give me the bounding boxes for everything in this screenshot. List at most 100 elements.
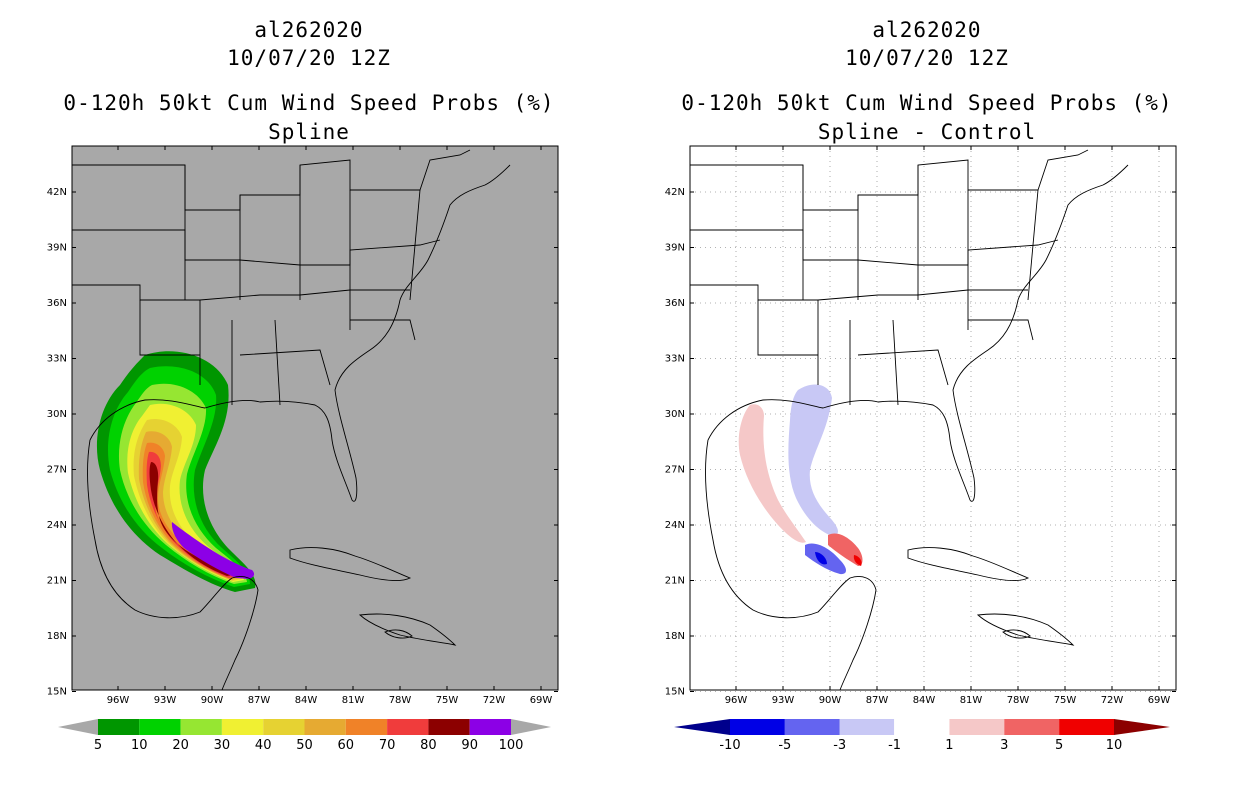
lon-label: 96W: [107, 695, 130, 706]
colorbar-label: 10: [131, 738, 148, 753]
colorbar-label: 5: [94, 738, 102, 753]
latitude-axis: 42N 39N 36N 33N 30N 27N 24N 21N 18N 15N: [47, 187, 558, 698]
negative-10-region: [815, 552, 827, 565]
lon-label: 84W: [913, 695, 936, 706]
lon-label: 90W: [819, 695, 842, 706]
lon-label: 72W: [1101, 695, 1124, 706]
lon-label: 69W: [530, 695, 553, 706]
lat-label: 15N: [665, 687, 685, 698]
colorbar-swatch: [469, 719, 511, 735]
colorbar-left-triangle: [674, 719, 730, 735]
lat-label: 33N: [665, 354, 685, 365]
difference-field: [738, 384, 863, 575]
colorbar-difference: -10 -5 -3 -1 1 3 5 10: [674, 718, 1170, 753]
colorbar-swatch: [387, 719, 429, 735]
colorbar-right-triangle: [1114, 719, 1170, 735]
colorbar-swatch: [263, 719, 305, 735]
colorbar-label: 60: [338, 738, 355, 753]
colorbar-swatch: [180, 719, 222, 735]
lon-label: 87W: [248, 695, 271, 706]
colorbar-label: 1: [945, 738, 953, 753]
product-title: 0-120h 50kt Cum Wind Speed Probs (%): [681, 91, 1173, 115]
lon-label: 81W: [342, 695, 365, 706]
swath-90: [171, 522, 255, 579]
longitude-axis: 96W 93W 90W 87W 84W 81W 78W 75W 72W 69W: [725, 146, 1171, 706]
graticule: [690, 146, 1176, 692]
lon-label: 87W: [866, 695, 889, 706]
lon-label: 84W: [295, 695, 318, 706]
lon-label: 90W: [201, 695, 224, 706]
lon-label: 96W: [725, 695, 748, 706]
colorbar-swatch: [428, 719, 470, 735]
colorbar-label: 40: [255, 738, 272, 753]
colorbar-left-triangle: [58, 719, 98, 735]
lat-label: 18N: [47, 631, 67, 642]
negative-3-region: [788, 384, 838, 536]
swath-70: [146, 451, 236, 578]
lat-label: 24N: [47, 520, 67, 531]
lon-label: 78W: [389, 695, 412, 706]
lat-label: 42N: [665, 187, 685, 198]
colorbar-label: 5: [1055, 738, 1063, 753]
colorbar-swatch: [221, 719, 264, 735]
latitude-axis: 42N 39N 36N 33N 30N 27N 24N 21N 18N 15N: [665, 187, 1176, 698]
swath-80: [149, 462, 233, 576]
lat-label: 33N: [47, 354, 67, 365]
lat-label: 36N: [47, 298, 67, 309]
swath-50: [138, 431, 240, 580]
lat-label: 27N: [665, 465, 685, 476]
lon-label: 69W: [1148, 695, 1171, 706]
lat-label: 42N: [47, 187, 67, 198]
map-frame: 42N 39N 36N 33N 30N 27N 24N 21N 18N 15N 96W 93W 90W…: [47, 145, 559, 753]
colorbar-label: 90: [461, 738, 478, 753]
colorbar-label: 80: [420, 738, 437, 753]
colorbar-right-triangle: [511, 719, 551, 735]
probability-swath: [96, 351, 256, 592]
lon-label: 72W: [483, 695, 506, 706]
colorbar-swatch: [1059, 719, 1114, 735]
colorbar-label: -1: [888, 738, 901, 753]
longitude-axis: 96W 93W 90W 87W 84W 81W 78W 75W 72W 69W: [107, 146, 553, 706]
colorbar-label: 20: [172, 738, 189, 753]
panel-subtitle: Spline: [268, 120, 350, 144]
colorbar-label: 70: [379, 738, 396, 753]
colorbar-swatch: [345, 719, 388, 735]
forecast-datetime: 10/07/20 12Z: [227, 46, 391, 70]
product-title: 0-120h 50kt Cum Wind Speed Probs (%): [63, 91, 555, 115]
lat-label: 21N: [665, 576, 685, 587]
lon-label: 78W: [1007, 695, 1030, 706]
colorbar-label: -10: [719, 738, 740, 753]
panel-subtitle: Spline - Control: [817, 120, 1037, 144]
lat-label: 27N: [47, 465, 67, 476]
panel-spline-minus-control: al262020 10/07/20 12Z 0-120h 50kt Cum Wi…: [618, 0, 1236, 800]
colorbar-swatch: [98, 719, 140, 735]
colorbar-label: -5: [778, 738, 791, 753]
positive-5-region: [853, 555, 862, 566]
panel-spline: al262020 10/07/20 12Z 0-120h 50kt Cum Wi…: [47, 18, 559, 753]
colorbar-label: 100: [499, 738, 524, 753]
map-background: [690, 146, 1176, 690]
colorbar-label: 3: [1000, 738, 1008, 753]
lat-label: 36N: [665, 298, 685, 309]
colorbar-swatch: [304, 719, 346, 735]
colorbar-label: -3: [833, 738, 846, 753]
lat-label: 15N: [47, 687, 67, 698]
colorbar-probability: 5 10 20 30 40 50 60 70 80 90 100: [58, 719, 551, 753]
colorbar-swatch: [730, 719, 785, 735]
lon-label: 75W: [1054, 695, 1077, 706]
lon-label: 75W: [436, 695, 459, 706]
lat-label: 21N: [47, 576, 67, 587]
positive-1-region: [738, 404, 806, 543]
colorbar-swatch: [839, 719, 895, 735]
colorbar-swatch: [139, 719, 181, 735]
forecast-datetime: 10/07/20 12Z: [845, 46, 1009, 70]
lat-label: 39N: [47, 243, 67, 254]
lat-label: 30N: [665, 409, 685, 420]
lon-label: 93W: [154, 695, 177, 706]
lat-label: 30N: [47, 409, 67, 420]
colorbar-label: 30: [214, 738, 231, 753]
colorbar-label: 50: [296, 738, 313, 753]
colorbar-swatch: [784, 719, 840, 735]
coastlines: [72, 149, 511, 690]
colorbar-swatch: [894, 718, 950, 736]
